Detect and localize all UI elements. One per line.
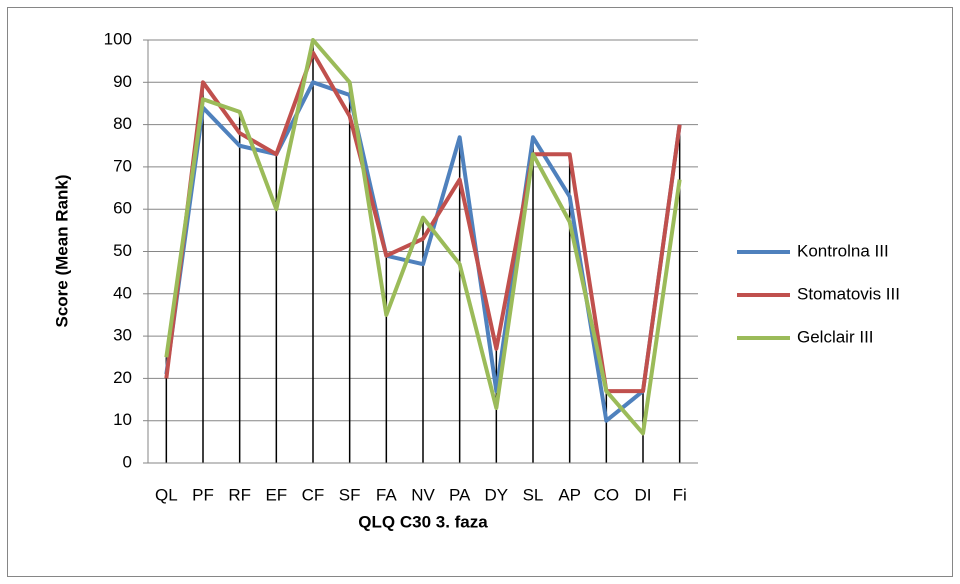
x-tick-label: RF — [228, 485, 251, 504]
x-tick-label: PF — [192, 485, 214, 504]
x-tick-label: AP — [558, 485, 581, 504]
legend-label: Stomatovis III — [797, 284, 900, 303]
y-tick-label: 90 — [113, 72, 132, 91]
legend-label: Kontrolna III — [797, 241, 889, 260]
x-tick-label: EF — [265, 485, 287, 504]
y-tick-label: 0 — [123, 452, 132, 471]
x-tick-label: DY — [485, 485, 509, 504]
y-tick-label: 10 — [113, 410, 132, 429]
y-tick-label: 50 — [113, 241, 132, 260]
y-tick-label: 30 — [113, 326, 132, 345]
x-tick-label: CO — [594, 485, 620, 504]
x-tick-label: PA — [449, 485, 471, 504]
legend-label: Gelclair III — [797, 327, 874, 346]
x-tick-label: DI — [635, 485, 652, 504]
series-line — [164, 38, 682, 436]
y-tick-label: 40 — [113, 283, 132, 302]
x-axis-label: QLQ C30 3. faza — [358, 512, 488, 531]
x-tick-label: Fi — [673, 485, 687, 504]
x-tick-label: SF — [339, 485, 361, 504]
x-tick-label: CF — [302, 485, 325, 504]
y-tick-label: 60 — [113, 199, 132, 218]
x-tick-label: FA — [376, 485, 397, 504]
x-tick-label: QL — [155, 485, 178, 504]
y-axis-label: Score (Mean Rank) — [52, 174, 71, 327]
y-tick-label: 100 — [104, 29, 132, 48]
y-tick-label: 20 — [113, 368, 132, 387]
y-tick-label: 80 — [113, 114, 132, 133]
x-tick-label: NV — [411, 485, 435, 504]
x-tick-label: SL — [523, 485, 544, 504]
y-tick-label: 70 — [113, 156, 132, 175]
